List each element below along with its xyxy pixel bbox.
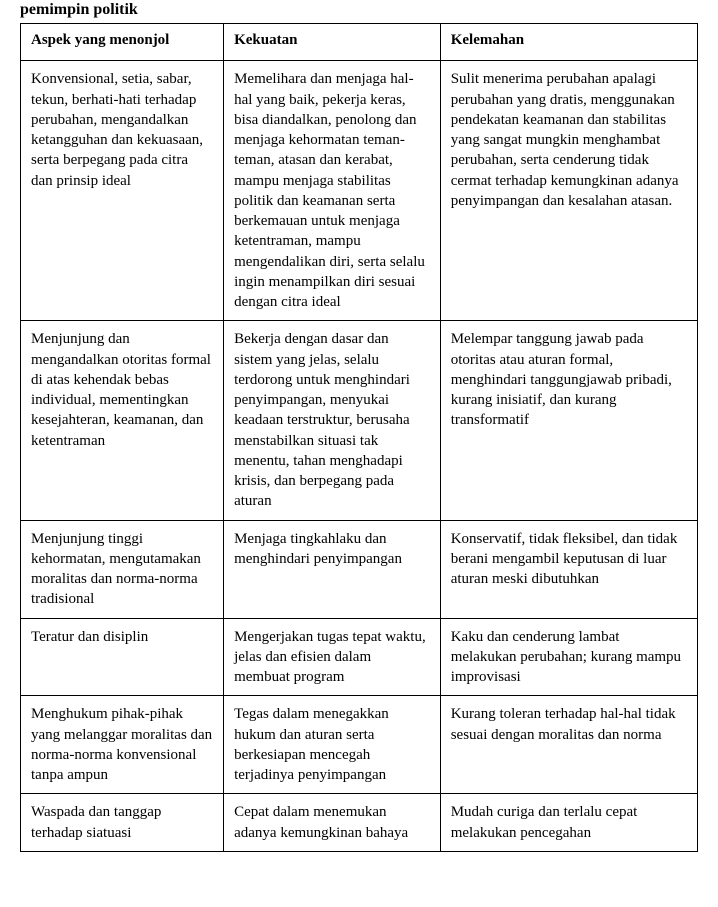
cell-kekuatan: Memelihara dan menjaga hal-hal yang baik… [224, 61, 441, 321]
header-kekuatan: Kekuatan [224, 24, 441, 61]
cell-kekuatan: Tegas dalam menegakkan hukum dan aturan … [224, 696, 441, 794]
cell-kelemahan: Konservatif, tidak fleksibel, dan tidak … [440, 520, 697, 618]
cell-aspek: Menjunjung tinggi kehormatan, mengutamak… [21, 520, 224, 618]
table-row: Menjunjung tinggi kehormatan, mengutamak… [21, 520, 698, 618]
table-row: Menjunjung dan mengandalkan otoritas for… [21, 321, 698, 520]
header-kelemahan: Kelemahan [440, 24, 697, 61]
title-fragment: pemimpin politik [20, 0, 698, 19]
cell-kelemahan: Sulit menerima perubahan apalagi perubah… [440, 61, 697, 321]
cell-aspek: Menjunjung dan mengandalkan otoritas for… [21, 321, 224, 520]
cell-kelemahan: Kaku dan cenderung lambat melakukan peru… [440, 618, 697, 696]
cell-kelemahan: Kurang toleran terhadap hal-hal tidak se… [440, 696, 697, 794]
table-row: Menghukum pihak-pihak yang melanggar mor… [21, 696, 698, 794]
header-aspek: Aspek yang menonjol [21, 24, 224, 61]
cell-kelemahan: Mudah curiga dan terlalu cepat melakukan… [440, 794, 697, 852]
table-body: Konvensional, setia, sabar, tekun, berha… [21, 61, 698, 852]
cell-aspek: Konvensional, setia, sabar, tekun, berha… [21, 61, 224, 321]
title-left-text: pemimpin politik [20, 1, 138, 18]
table-row: Konvensional, setia, sabar, tekun, berha… [21, 61, 698, 321]
table-row: Teratur dan disiplin Mengerjakan tugas t… [21, 618, 698, 696]
table-header-row: Aspek yang menonjol Kekuatan Kelemahan [21, 24, 698, 61]
cell-kekuatan: Mengerjakan tugas tepat waktu, jelas dan… [224, 618, 441, 696]
cell-kekuatan: Bekerja dengan dasar dan sistem yang jel… [224, 321, 441, 520]
table-row: Waspada dan tanggap terhadap siatuasi Ce… [21, 794, 698, 852]
cell-aspek: Waspada dan tanggap terhadap siatuasi [21, 794, 224, 852]
comparison-table: Aspek yang menonjol Kekuatan Kelemahan K… [20, 23, 698, 852]
cell-aspek: Teratur dan disiplin [21, 618, 224, 696]
cell-kekuatan: Cepat dalam menemukan adanya kemungkinan… [224, 794, 441, 852]
document-page: pemimpin politik Aspek yang menonjol Kek… [0, 0, 718, 872]
cell-kelemahan: Melempar tanggung jawab pada otoritas at… [440, 321, 697, 520]
cell-kekuatan: Menjaga tingkahlaku dan menghindari peny… [224, 520, 441, 618]
cell-aspek: Menghukum pihak-pihak yang melanggar mor… [21, 696, 224, 794]
